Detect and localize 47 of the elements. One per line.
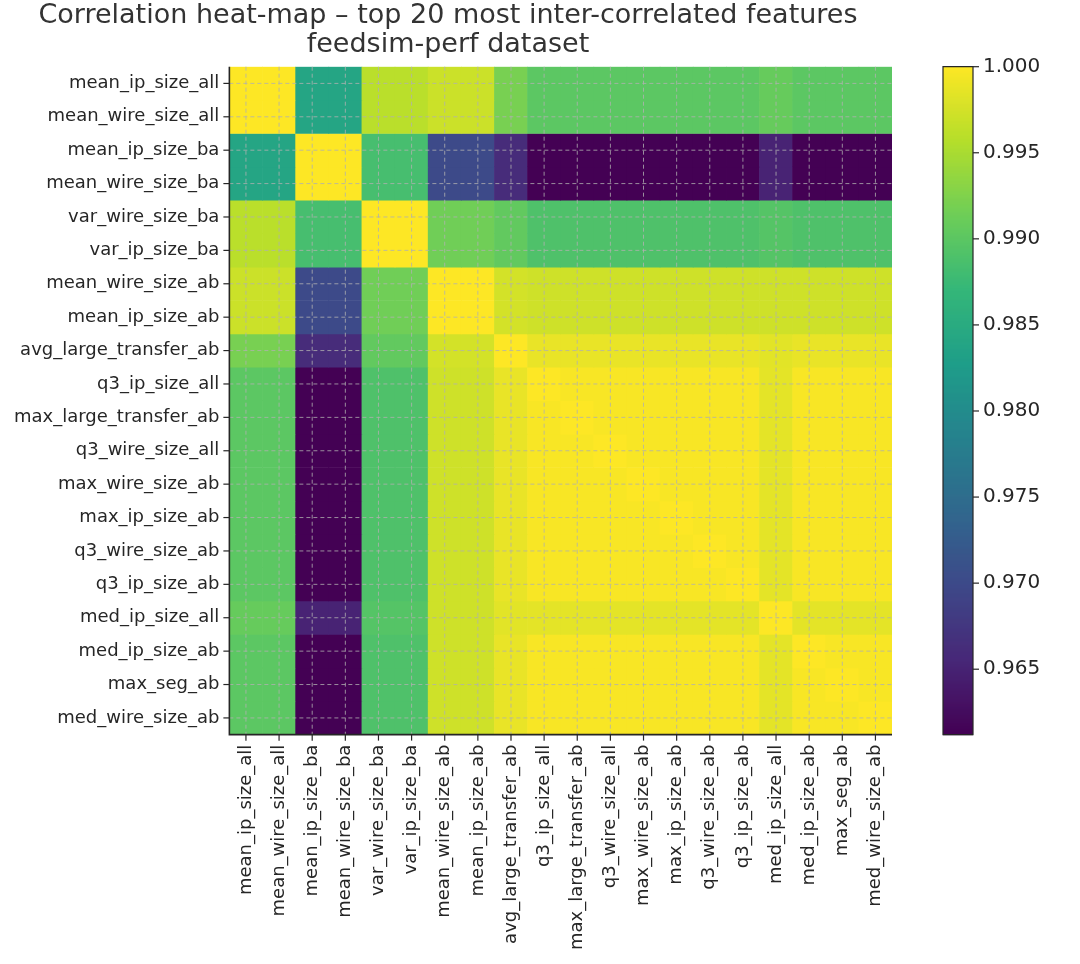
x-tick-label: max_wire_size_ab — [631, 744, 654, 907]
x-tick-label: mean_wire_size_ab — [432, 744, 455, 918]
x-tick-label: q3_wire_size_all — [598, 744, 621, 889]
y-tick-label: med_wire_size_ab — [57, 705, 220, 728]
color-bar-label: 0.990 — [983, 225, 1041, 250]
x-tick-label: mean_ip_size_ab — [465, 744, 488, 897]
x-tick-label: avg_large_transfer_ab — [498, 744, 521, 944]
x-tick-label: max_ip_size_ab — [664, 744, 687, 885]
x-tick-label: max_seg_ab — [829, 744, 852, 857]
y-tick-label: avg_large_transfer_ab — [20, 338, 220, 361]
y-tick-label: max_large_transfer_ab — [14, 405, 220, 428]
y-tick-label: mean_ip_size_ba — [67, 137, 220, 160]
x-tick-label: var_wire_size_ba — [366, 744, 389, 896]
color-bar-label: 0.995 — [983, 138, 1041, 163]
y-tick-label: var_wire_size_ba — [68, 204, 220, 227]
x-tick-label: mean_wire_size_ba — [333, 744, 356, 918]
x-tick-label: q3_ip_size_all — [531, 744, 554, 867]
y-tick-label: q3_wire_size_all — [75, 438, 220, 461]
color-bar-label: 1.000 — [983, 52, 1041, 77]
y-tick-label: mean_wire_size_ba — [46, 171, 220, 194]
x-tick-label: med_wire_size_ab — [863, 744, 886, 907]
y-tick-label: med_ip_size_all — [79, 605, 220, 628]
x-tick-label: var_ip_size_ba — [399, 744, 422, 875]
y-tick-label: var_ip_size_ba — [89, 238, 220, 261]
x-tick-label: med_ip_size_ab — [796, 744, 819, 886]
y-tick-label: max_seg_ab — [107, 672, 220, 695]
x-tick-label: q3_wire_size_ab — [697, 744, 720, 890]
y-tick-label: med_ip_size_ab — [78, 638, 220, 661]
x-tick-label: mean_ip_size_ba — [299, 744, 322, 897]
y-tick-label: max_wire_size_ab — [57, 471, 220, 494]
chart-title: Correlation heat-map – top 20 most inter-correlated features feedsim-perf dataset — [38, 0, 858, 58]
color-bar-label: 0.965 — [983, 655, 1041, 680]
y-tick-label: mean_wire_size_all — [47, 104, 220, 127]
color-bar-label: 0.980 — [983, 397, 1041, 422]
y-tick-label: max_ip_size_ab — [79, 505, 220, 528]
y-tick-label: q3_wire_size_ab — [74, 538, 220, 561]
x-tick-label: med_ip_size_all — [763, 744, 786, 885]
y-tick-label: q3_ip_size_all — [97, 371, 220, 394]
color-bar-label: 0.985 — [983, 311, 1041, 336]
y-tick-label: mean_wire_size_ab — [46, 271, 220, 294]
y-tick-label: mean_ip_size_all — [68, 71, 220, 94]
color-bar-label: 0.975 — [983, 483, 1041, 508]
color-bar-label: 0.970 — [983, 569, 1041, 594]
x-tick-label: q3_ip_size_ab — [730, 744, 753, 869]
y-tick-label: q3_ip_size_ab — [95, 572, 220, 595]
x-tick-label: max_large_transfer_ab — [564, 744, 587, 950]
y-tick-label: mean_ip_size_ab — [67, 304, 220, 327]
